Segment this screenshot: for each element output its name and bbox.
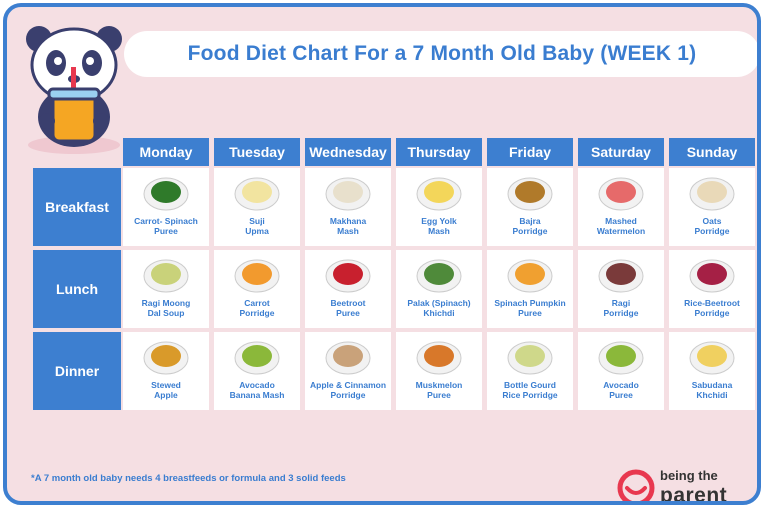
footnote: *A 7 month old baby needs 4 breastfeeds … [31, 473, 346, 484]
page-title: Food Diet Chart For a 7 Month Old Baby (… [124, 31, 757, 77]
food-bowl-icon [143, 177, 189, 211]
food-name: Suji Upma [245, 216, 269, 236]
food-bowl-icon [325, 341, 371, 375]
chart-frame: Food Diet Chart For a 7 Month Old Baby (… [3, 3, 761, 505]
food-cell: Beetroot Puree [305, 250, 391, 328]
food-name: Palak (Spinach) Khichdi [407, 298, 471, 318]
food-bowl-icon [325, 259, 371, 293]
food-cell: Palak (Spinach) Khichdi [396, 250, 482, 328]
food-name: Avocado Banana Mash [229, 380, 285, 400]
food-name: Bottle Gourd Rice Porridge [502, 380, 558, 400]
food-cell: Ragi Porridge [578, 250, 664, 328]
food-name: Oats Porridge [694, 216, 730, 236]
food-cell: Mashed Watermelon [578, 168, 664, 246]
meal-label-lunch: Lunch [33, 250, 121, 328]
day-header-thursday: Thursday [396, 138, 482, 166]
food-cell: Stewed Apple [123, 332, 209, 410]
food-name: Makhana Mash [329, 216, 367, 236]
food-name: Egg Yolk Mash [421, 216, 457, 236]
food-bowl-icon [507, 341, 553, 375]
meal-label-dinner: Dinner [33, 332, 121, 410]
food-name: Stewed Apple [151, 380, 181, 400]
food-name: Muskmelon Puree [415, 380, 463, 400]
food-name: Beetroot Puree [330, 298, 366, 318]
food-cell: Rice-Beetroot Porridge [669, 250, 755, 328]
food-cell: Apple & Cinnamon Porridge [305, 332, 391, 410]
food-name: Avocado Puree [603, 380, 639, 400]
food-bowl-icon [234, 177, 280, 211]
food-cell: Carrot- Spinach Puree [123, 168, 209, 246]
food-cell: Avocado Puree [578, 332, 664, 410]
day-header-saturday: Saturday [578, 138, 664, 166]
food-name: Carrot Porridge [239, 298, 275, 318]
food-bowl-icon [325, 177, 371, 211]
food-bowl-icon [598, 259, 644, 293]
food-cell: Egg Yolk Mash [396, 168, 482, 246]
meal-label-breakfast: Breakfast [33, 168, 121, 246]
logo-text-top: being the [660, 468, 718, 483]
food-bowl-icon [416, 259, 462, 293]
day-header-tuesday: Tuesday [214, 138, 300, 166]
day-header-wednesday: Wednesday [305, 138, 391, 166]
food-bowl-icon [416, 341, 462, 375]
food-name: Ragi Moong Dal Soup [141, 298, 191, 318]
day-header-sunday: Sunday [669, 138, 755, 166]
food-bowl-icon [234, 259, 280, 293]
food-bowl-icon [234, 341, 280, 375]
smile-logo-icon [617, 469, 655, 501]
panda-mascot-icon [26, 26, 122, 154]
food-cell: Bajra Porridge [487, 168, 573, 246]
food-name: Apple & Cinnamon Porridge [309, 380, 387, 400]
food-bowl-icon [598, 341, 644, 375]
food-name: Sabudana Khchidi [691, 380, 733, 400]
food-cell: Bottle Gourd Rice Porridge [487, 332, 573, 410]
food-cell: Sabudana Khchidi [669, 332, 755, 410]
food-bowl-icon [689, 341, 735, 375]
day-header-friday: Friday [487, 138, 573, 166]
food-cell: Ragi Moong Dal Soup [123, 250, 209, 328]
food-bowl-icon [143, 341, 189, 375]
food-bowl-icon [507, 259, 553, 293]
being-the-parent-logo: being the parent [614, 465, 757, 505]
day-header-monday: Monday [123, 138, 209, 166]
food-cell: Spinach Pumpkin Puree [487, 250, 573, 328]
food-bowl-icon [507, 177, 553, 211]
food-cell: Suji Upma [214, 168, 300, 246]
food-bowl-icon [416, 177, 462, 211]
food-name: Spinach Pumpkin Puree [494, 298, 566, 318]
food-name: Mashed Watermelon [596, 216, 646, 236]
food-cell: Muskmelon Puree [396, 332, 482, 410]
food-bowl-icon [143, 259, 189, 293]
food-cell: Makhana Mash [305, 168, 391, 246]
food-bowl-icon [689, 259, 735, 293]
food-cell: Oats Porridge [669, 168, 755, 246]
logo-text-bottom: parent [660, 484, 728, 505]
food-bowl-icon [689, 177, 735, 211]
food-name: Ragi Porridge [603, 298, 639, 318]
food-name: Rice-Beetroot Porridge [684, 298, 740, 318]
food-cell: Carrot Porridge [214, 250, 300, 328]
food-bowl-icon [598, 177, 644, 211]
food-cell: Avocado Banana Mash [214, 332, 300, 410]
food-name: Carrot- Spinach Puree [134, 216, 198, 236]
food-name: Bajra Porridge [512, 216, 548, 236]
